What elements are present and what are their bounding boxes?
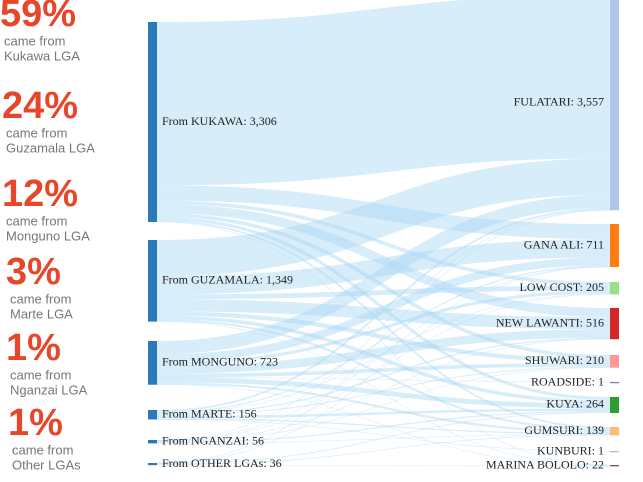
flow-link [156, 434, 611, 465]
stat-caption: came from [6, 213, 67, 228]
flow-link [156, 299, 611, 330]
flow-link [156, 209, 611, 441]
flow-link [156, 207, 611, 412]
stat-caption: came from [12, 442, 73, 457]
source-label: From GUZAMALA: 1,349 [162, 273, 293, 287]
stat-value: 3% [6, 251, 61, 293]
stat-caption: came from [10, 291, 71, 306]
stat-caption: Other LGAs [12, 457, 81, 472]
flow-link [156, 377, 611, 409]
flow-link [156, 434, 611, 444]
flow-link [156, 321, 611, 466]
flow-link [156, 265, 611, 414]
stat-caption: Marte LGA [10, 306, 73, 321]
source-node [148, 463, 157, 466]
source-label: From MARTE: 156 [162, 406, 257, 420]
stat-caption: came from [6, 125, 67, 140]
target-node [610, 427, 619, 436]
flow-link [156, 319, 611, 431]
flow-link [156, 337, 611, 415]
flow-link [156, 362, 611, 378]
target-node [610, 224, 619, 268]
flow-link [156, 204, 611, 318]
links [156, 0, 611, 467]
target-label: SHUWARI: 210 [525, 353, 604, 367]
flow-link [156, 384, 611, 467]
flow-link [156, 219, 611, 429]
stat-caption: came from [10, 367, 71, 382]
flow-link [156, 338, 611, 442]
source-node [148, 410, 157, 420]
flow-link [156, 293, 611, 442]
flow-link [156, 419, 611, 452]
stat-caption: Nganzai LGA [10, 382, 88, 397]
target-label: GUMSURI: 139 [524, 423, 604, 437]
flow-link [156, 366, 611, 416]
flow-link [156, 200, 611, 286]
target-label: GANA ALI: 711 [524, 237, 604, 251]
flow-link [156, 285, 611, 300]
flow-link [156, 329, 611, 374]
stat-value: 1% [8, 402, 63, 444]
flow-link [156, 0, 611, 186]
stat-value: 12% [2, 173, 78, 215]
source-node [148, 240, 157, 322]
target-node [610, 451, 619, 453]
flow-link [156, 410, 611, 443]
stat-caption: Guzamala LGA [6, 140, 95, 155]
source-label: From OTHER LGAs: 36 [162, 456, 282, 470]
target-label: ROADSIDE: 1 [531, 374, 604, 388]
flow-link [156, 382, 611, 433]
flow-link [156, 194, 611, 355]
source-node [148, 341, 157, 385]
stat-value: 1% [6, 327, 61, 369]
flow-link [156, 311, 611, 363]
flow-link [156, 185, 611, 240]
source-node [148, 440, 157, 444]
source-label: From MONGUNO: 723 [162, 355, 278, 369]
flow-link [156, 293, 611, 414]
flow-link [156, 213, 611, 359]
flow-link [156, 209, 611, 464]
target-label: KUNBURI: 1 [537, 443, 604, 457]
flow-link [156, 315, 611, 404]
target-label: KUYA: 264 [546, 397, 604, 411]
target-label: MARINA BOLOLO: 22 [486, 457, 604, 471]
flow-link [156, 290, 611, 366]
flow-link [156, 221, 611, 466]
target-node [610, 382, 619, 384]
target-label: LOW COST: 205 [519, 280, 604, 294]
flow-link [156, 266, 611, 464]
flow-link [156, 408, 611, 419]
source-label: From NGANZAI: 56 [162, 433, 264, 447]
flow-link [156, 464, 611, 467]
flow-link [156, 377, 611, 383]
stat-value: 24% [2, 85, 78, 127]
target-node [610, 397, 619, 413]
flow-link [156, 257, 611, 363]
flow-link [156, 418, 611, 435]
flow-link [156, 412, 611, 465]
target-node [610, 282, 619, 295]
stat-caption: came from [4, 33, 65, 48]
stat-caption: Monguno LGA [6, 228, 90, 243]
target-label: NEW LAWANTI: 516 [496, 315, 604, 329]
flow-link [156, 158, 611, 277]
source-node [148, 22, 157, 223]
source-label: From KUKAWA: 3,306 [162, 114, 277, 128]
flow-link [156, 367, 611, 442]
stat-value: 59% [0, 0, 76, 35]
flow-link [156, 239, 611, 295]
target-label: FULATARI: 3,557 [514, 94, 604, 108]
target-node [610, 308, 619, 340]
flow-link [156, 266, 611, 441]
stat-caption: Kukawa LGA [4, 48, 80, 63]
target-node [610, 0, 619, 211]
flow-link [156, 216, 611, 401]
target-node [610, 355, 619, 368]
target-node [610, 465, 619, 467]
